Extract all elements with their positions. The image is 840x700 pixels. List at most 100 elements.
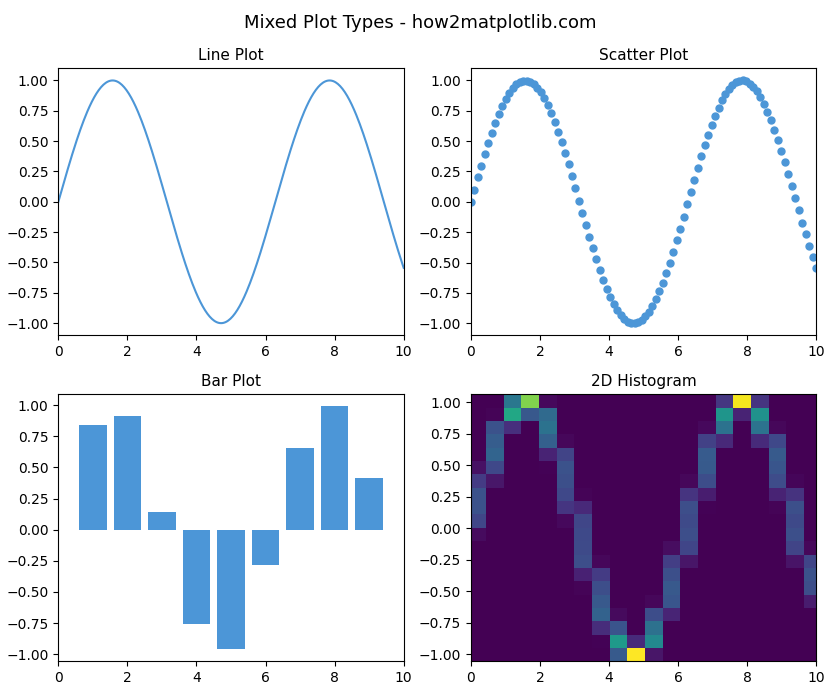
Point <box>580 219 593 230</box>
Bar <box>321 407 349 530</box>
Point <box>722 83 736 94</box>
Point <box>559 148 572 159</box>
Point <box>575 207 589 218</box>
Point <box>666 246 680 258</box>
Point <box>517 75 530 86</box>
Point <box>684 186 697 197</box>
Point <box>695 150 708 162</box>
Point <box>764 115 778 126</box>
Point <box>471 172 485 183</box>
Title: Scatter Plot: Scatter Plot <box>599 48 688 63</box>
Point <box>604 291 617 302</box>
Point <box>565 171 579 182</box>
Point <box>492 108 506 120</box>
Point <box>781 168 795 179</box>
Point <box>771 134 785 146</box>
Title: 2D Histogram: 2D Histogram <box>591 374 696 389</box>
Point <box>645 300 659 312</box>
Point <box>716 94 729 106</box>
Bar <box>252 530 280 564</box>
Point <box>523 76 537 88</box>
Point <box>625 317 638 328</box>
Point <box>555 136 569 148</box>
Point <box>656 277 669 288</box>
Point <box>548 116 561 127</box>
Point <box>789 193 802 204</box>
Point <box>761 106 774 117</box>
Point <box>544 108 558 119</box>
Point <box>551 126 564 137</box>
Point <box>795 217 809 228</box>
Point <box>621 316 634 327</box>
Point <box>590 254 603 265</box>
Point <box>729 77 743 88</box>
Bar <box>286 448 314 530</box>
Point <box>659 267 673 279</box>
Point <box>596 274 610 286</box>
Point <box>778 156 791 167</box>
Point <box>569 183 582 194</box>
Point <box>485 127 498 139</box>
Point <box>708 110 722 121</box>
Bar <box>113 416 141 530</box>
Point <box>670 234 684 246</box>
Point <box>534 87 548 98</box>
Bar <box>148 512 176 530</box>
Point <box>663 257 676 268</box>
Title: Line Plot: Line Plot <box>198 48 264 63</box>
Point <box>792 204 806 216</box>
Point <box>475 160 488 172</box>
Point <box>593 265 606 276</box>
Point <box>747 81 760 92</box>
Point <box>538 93 551 104</box>
Point <box>510 79 523 90</box>
Point <box>750 86 764 97</box>
Point <box>632 316 645 328</box>
Point <box>753 92 767 103</box>
Point <box>757 98 770 109</box>
Point <box>726 80 739 91</box>
Point <box>600 283 613 294</box>
Point <box>736 75 749 86</box>
Point <box>701 129 715 140</box>
Bar <box>355 478 383 530</box>
Point <box>799 229 812 240</box>
Point <box>674 223 687 235</box>
Point <box>705 119 718 130</box>
Point <box>530 82 543 93</box>
Point <box>562 159 575 170</box>
Point <box>614 309 627 321</box>
Point <box>513 76 527 88</box>
Point <box>617 314 631 325</box>
Point <box>468 184 481 195</box>
Point <box>506 83 519 94</box>
Point <box>583 231 596 242</box>
Point <box>628 318 642 329</box>
Bar <box>79 425 107 530</box>
Point <box>638 311 652 322</box>
Point <box>635 314 648 326</box>
Point <box>478 148 491 160</box>
Point <box>499 93 512 104</box>
Point <box>541 99 554 111</box>
Point <box>719 89 732 100</box>
Point <box>611 304 624 316</box>
Point <box>527 78 540 90</box>
Text: Mixed Plot Types - how2matplotlib.com: Mixed Plot Types - how2matplotlib.com <box>244 14 596 32</box>
Point <box>572 195 585 206</box>
Point <box>502 88 516 99</box>
Point <box>520 75 533 86</box>
Point <box>687 174 701 186</box>
Point <box>774 145 788 156</box>
Point <box>677 211 690 222</box>
Point <box>690 162 704 174</box>
Point <box>465 196 478 207</box>
Point <box>698 140 711 151</box>
Point <box>653 286 666 297</box>
Point <box>802 241 816 252</box>
Point <box>810 262 823 274</box>
Point <box>806 252 819 263</box>
Point <box>607 298 621 309</box>
Point <box>649 293 663 304</box>
Point <box>711 102 725 113</box>
